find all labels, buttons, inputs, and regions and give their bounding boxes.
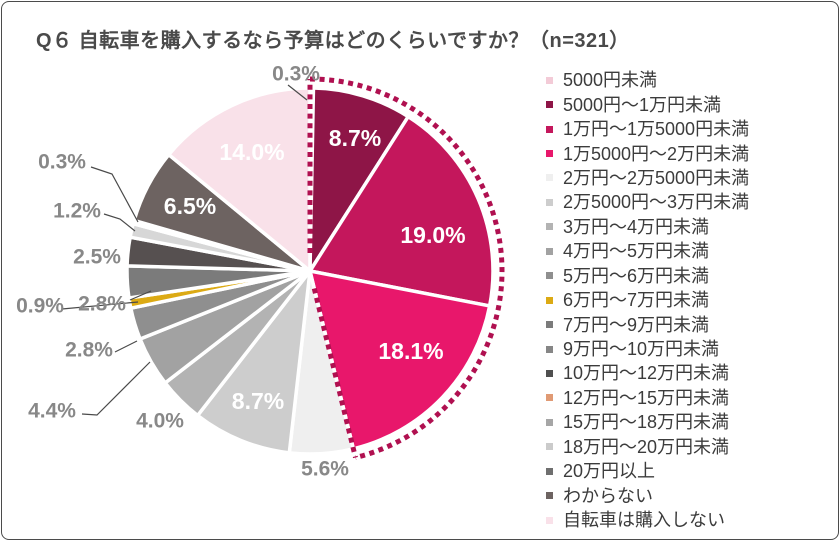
highlight-outline-radial-1 [311,287,358,459]
legend-item-16: 20万円以上 [546,459,834,483]
legend-label: 7万円～9万円未満 [563,314,710,335]
pie-slice-2 [308,114,495,308]
legend-label: 2万5000円～3万円未満 [563,192,750,213]
legend-label: 5万円～6万円未満 [563,265,710,286]
legend-label: わからない [563,485,653,506]
legend-label: 18万円～20万円未満 [563,436,730,457]
legend-label: 3万円～4万円未満 [563,216,710,237]
legend-marker-icon [546,443,553,451]
legend-item-4: 2万円～2万5000円未満 [546,166,834,190]
legend-item-3: 1万5000円～2万円未満 [546,141,834,165]
legend-item-11: 9万円～10万円未満 [546,337,834,361]
legend-item-7: 4万円～5万円未満 [546,239,834,263]
legend-item-14: 15万円～18万円未満 [546,410,834,434]
percent-label-5: 8.7% [232,388,284,414]
legend-item-12: 10万円～12万円未満 [546,361,834,385]
pie-slice-5 [195,269,312,455]
legend-marker-icon [546,198,553,206]
percent-label-18: 14.0% [219,139,284,165]
leader-line-8 [114,340,138,353]
legend-marker-icon [546,223,553,231]
legend-item-9: 6万円～7万円未満 [546,288,834,312]
legend-label: 9万円～10万円未満 [563,339,720,360]
legend-label: 1万5000円～2万円未満 [563,143,750,164]
leader-line-0 [287,84,308,101]
legend-marker-icon [546,125,553,133]
legend: 5000円未満 5000円～1万円未満 1万円～1万5000円未満 1万5000円～2… [546,68,834,532]
legend-marker-icon [546,369,553,377]
pie-slice-1 [308,86,410,273]
legend-label: 5000円未満 [563,70,658,91]
leader-line-13 [90,166,139,223]
leader-line-7 [81,361,151,416]
legend-item-5: 2万5000円～3万円未満 [546,190,834,214]
legend-marker-icon [546,516,553,524]
percent-label-8: 2.8% [65,339,113,362]
legend-marker-icon [546,321,553,329]
legend-item-10: 7万円～9万円未満 [546,312,834,336]
legend-item-15: 18万円～20万円未満 [546,435,834,459]
percent-label-13: 0.3% [38,151,86,174]
legend-label: 15万円～18万円未満 [563,412,730,433]
legend-marker-icon [546,345,553,353]
legend-marker-icon [546,247,553,255]
percent-label-12: 1.2% [53,200,101,223]
percent-label-7: 4.4% [28,400,76,423]
legend-label: 5000円～1万円未満 [563,94,722,115]
highlight-outline-arc [309,76,505,460]
legend-label: 10万円～12万円未満 [563,363,730,384]
legend-label: 2万円～2万5000円未満 [563,167,750,188]
legend-item-17: わからない [546,483,834,507]
legend-marker-icon [546,296,553,304]
legend-item-8: 5万円～6万円未満 [546,264,834,288]
pie-slice-18 [167,86,312,273]
legend-label: 20万円以上 [563,461,656,482]
legend-item-18: 自転車は購入しない [546,508,834,532]
chart-title: Q６ 自転車を購入するなら予算はどのくらいですか？（n=321） [36,30,630,52]
percent-label-3: 18.1% [378,338,443,364]
legend-label: 4万円～5万円未満 [563,241,710,262]
legend-marker-icon [546,492,553,500]
legend-label: 自転車は購入しない [563,510,725,531]
legend-label: 12万円～15万円未満 [563,387,730,408]
legend-item-1: 5000円～1万円未満 [546,92,834,116]
percent-label-10: 2.8% [78,293,126,316]
legend-item-0: 5000円未満 [546,68,834,92]
leader-line-12 [103,213,136,232]
legend-marker-icon [546,76,553,84]
percent-label-2: 19.0% [400,222,465,248]
leader-line-9 [61,301,139,310]
legend-marker-icon [546,394,553,402]
legend-marker-icon [546,101,553,109]
percent-label-4: 5.6% [301,458,349,481]
percent-label-1: 8.7% [329,125,381,151]
percent-label-17: 6.5% [164,193,216,219]
percent-label-11: 2.5% [73,246,121,269]
legend-item-6: 3万円～4万円未満 [546,215,834,239]
legend-item-13: 12万円～15万円未満 [546,386,834,410]
percent-label-0: 0.3% [272,63,320,86]
legend-marker-icon [546,467,553,475]
legend-marker-icon [546,272,553,280]
legend-label: 6万円～7万円未満 [563,290,710,311]
legend-label: 1万円～1万5000円未満 [563,119,750,140]
pie-slice-3 [308,269,492,451]
legend-marker-icon [546,150,553,158]
percent-label-9: 0.9% [16,295,64,318]
legend-marker-icon [546,418,553,426]
legend-marker-icon [546,174,553,182]
legend-item-2: 1万円～1万5000円未満 [546,117,834,141]
leader-line-10 [129,290,152,301]
percent-label-6: 4.0% [136,410,184,433]
